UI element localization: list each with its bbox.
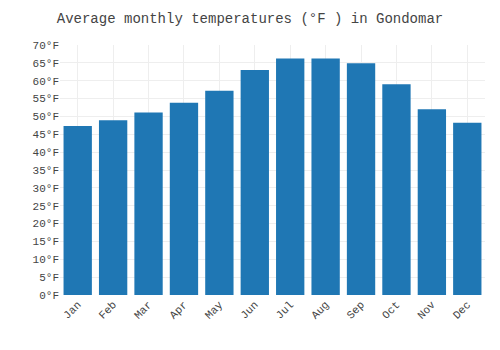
- svg-text:70°F: 70°F: [33, 40, 59, 52]
- svg-text:35°F: 35°F: [33, 165, 59, 177]
- svg-text:30°F: 30°F: [33, 183, 59, 195]
- svg-text:0°F: 0°F: [39, 290, 59, 302]
- svg-text:Oct: Oct: [380, 299, 402, 321]
- svg-text:Average monthly temperatures (: Average monthly temperatures (°F ) in Go…: [57, 11, 443, 27]
- svg-text:20°F: 20°F: [33, 218, 59, 230]
- svg-text:55°F: 55°F: [33, 93, 59, 105]
- svg-text:65°F: 65°F: [33, 58, 59, 70]
- svg-text:40°F: 40°F: [33, 147, 59, 159]
- svg-text:10°F: 10°F: [33, 254, 59, 266]
- svg-text:Mar: Mar: [132, 299, 154, 321]
- svg-text:15°F: 15°F: [33, 236, 59, 248]
- svg-text:Sep: Sep: [345, 299, 367, 321]
- svg-text:Dec: Dec: [451, 299, 473, 321]
- svg-text:50°F: 50°F: [33, 111, 59, 123]
- svg-text:60°F: 60°F: [33, 76, 59, 88]
- svg-text:Jul: Jul: [274, 299, 296, 321]
- svg-text:Jan: Jan: [61, 299, 83, 321]
- svg-text:Aug: Aug: [309, 299, 331, 321]
- svg-text:Nov: Nov: [415, 299, 438, 322]
- svg-text:25°F: 25°F: [33, 201, 59, 213]
- svg-text:5°F: 5°F: [39, 272, 59, 284]
- svg-text:Apr: Apr: [167, 299, 189, 321]
- svg-text:May: May: [203, 299, 226, 322]
- svg-text:45°F: 45°F: [33, 129, 59, 141]
- svg-text:Feb: Feb: [97, 299, 119, 321]
- svg-text:Jun: Jun: [238, 299, 260, 321]
